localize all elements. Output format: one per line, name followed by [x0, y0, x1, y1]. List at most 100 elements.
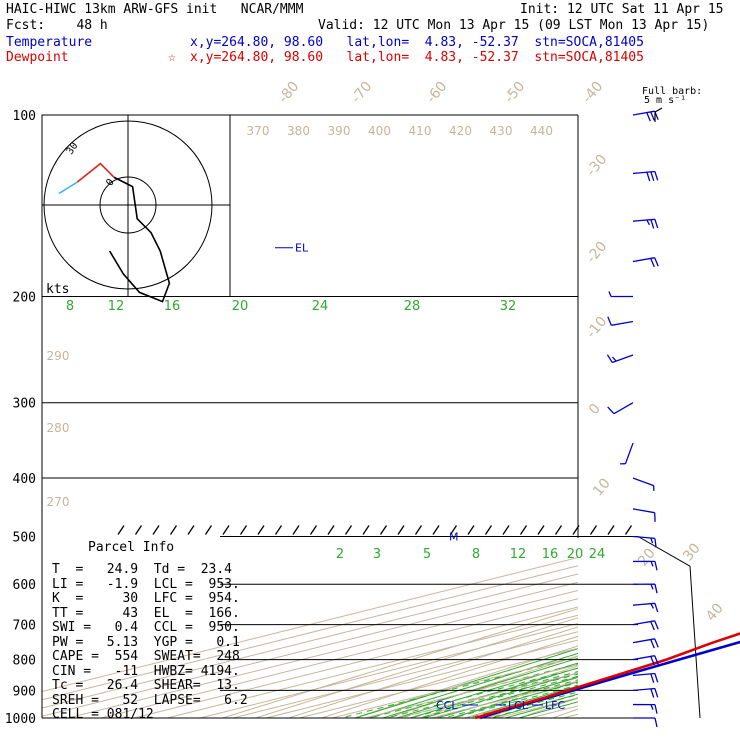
- theta-label: 290: [47, 349, 70, 363]
- wind-barb-flag: [650, 656, 655, 666]
- mixing-ratio-label: 28: [404, 299, 421, 314]
- wind-barb-flag: [607, 316, 612, 326]
- wind-barb-flag: [654, 673, 659, 683]
- wind-barb-flag: [650, 688, 655, 698]
- dewpoint-legend: Dewpoint: [6, 50, 69, 65]
- hatch-mark: [152, 525, 160, 535]
- mixing-ratio-label: 32: [500, 299, 517, 314]
- hatch-mark: [344, 525, 353, 535]
- hatch-mark: [274, 525, 283, 535]
- mixing-ratio-label: 8: [472, 547, 480, 562]
- isotherm: [66, 590, 578, 718]
- wind-barb-staff: [632, 477, 654, 487]
- hatch-mark: [292, 525, 300, 535]
- isotherm-label: -50: [501, 79, 528, 107]
- sounding-series: EL M CCL LCL LFC: [275, 242, 740, 720]
- wind-barb-flag: [654, 584, 658, 594]
- pressure-tick-label: 600: [13, 578, 36, 593]
- lcl-annotation: LCL: [508, 699, 529, 712]
- hatch-mark: [624, 525, 633, 535]
- wind-barb-flag: [654, 561, 658, 571]
- mixing-ratio-line: [477, 691, 578, 718]
- parcel-row: K = 30 LFC = 954.: [52, 591, 240, 606]
- dry-adiabat: [220, 608, 578, 718]
- wind-barb: [632, 508, 656, 522]
- hatch-mark: [204, 525, 213, 535]
- mixing-ratio-line: [465, 688, 578, 718]
- isotherm-label: -80: [275, 79, 302, 107]
- dry-adiabat: [583, 115, 740, 731]
- theta-label: 430: [490, 124, 513, 138]
- theta-label: 410: [409, 124, 432, 138]
- isotherm-label: -30: [583, 152, 610, 180]
- wind-barb-flag: [650, 621, 655, 631]
- pressure-tick-label: 500: [13, 531, 36, 546]
- isotherm-label: -70: [348, 79, 375, 107]
- dewpoint-station-info: x,y=264.80, 98.60 lat,lon= 4.83, -52.37 …: [190, 50, 644, 65]
- moist-adiabat: [435, 676, 578, 718]
- wind-barb: [632, 560, 658, 571]
- temperature-legend: Temperature: [6, 35, 93, 50]
- moist-adiabat: [394, 662, 578, 718]
- theta-label: 370: [247, 124, 270, 138]
- barb-legend-title: Full barb:: [642, 86, 703, 97]
- hatch-mark: [432, 525, 440, 535]
- dry-adiabat: [684, 115, 740, 731]
- parcel-row: T = 24.9 Td = 23.4: [52, 562, 233, 577]
- forecast-hour: Fcst: 48 h: [6, 18, 108, 33]
- hatch-mark: [379, 525, 388, 535]
- parcel-row: CIN = -11 HWBZ= 4194.: [52, 663, 240, 679]
- pressure-tick-label: 1000: [5, 712, 36, 727]
- wind-barb: [632, 535, 657, 548]
- dewpoint-profile-line: [474, 632, 740, 720]
- wind-barb: [632, 687, 659, 698]
- dry-adiabat: [518, 697, 578, 718]
- moist-adiabat: [353, 648, 578, 718]
- hodograph: [41, 114, 231, 303]
- wind-barb-flag: [607, 406, 615, 415]
- init-time: Init: 12 UTC Sat 11 Apr 15: [520, 2, 724, 17]
- parcel-info-title: Parcel Info: [88, 540, 175, 555]
- mixing-ratio-label: 12: [510, 547, 527, 562]
- dry-adiabat: [485, 686, 578, 718]
- mixing-ratio-label: 2: [336, 547, 344, 562]
- wind-barb-flag: [646, 172, 651, 182]
- moist-adiabat: [367, 652, 578, 718]
- dry-adiabat: [386, 655, 578, 718]
- parcel-row: PW = 5.13 YGP = 0.1: [52, 634, 240, 650]
- hatch-mark: [519, 525, 528, 535]
- hatch-mark: [449, 525, 458, 535]
- moist-adiabat: [476, 689, 578, 718]
- wind-barb-flag: [654, 603, 659, 613]
- isotherm: [330, 656, 578, 718]
- isotherm: [42, 565, 578, 701]
- isotherms: [42, 557, 578, 718]
- wind-barb: [632, 620, 659, 631]
- dry-adiabats: [220, 115, 740, 731]
- wind-barb-flag: [646, 112, 651, 122]
- moist-adiabat: [449, 681, 578, 718]
- theta-label: 270: [47, 495, 70, 509]
- hatch-mark: [467, 525, 475, 535]
- pressure-tick-label: 700: [13, 619, 36, 634]
- wind-barb-flag: [650, 111, 655, 121]
- wind-barb: [607, 316, 634, 326]
- hatch-mark: [397, 525, 405, 535]
- parcel-row: CAPE = 554 SWEAT= 248: [52, 649, 240, 664]
- parcel-row: LI = -1.9 LCL = 953.: [52, 576, 240, 592]
- hatch-mark: [134, 525, 143, 535]
- wind-barb: [632, 638, 659, 649]
- ccl-annotation: CCL: [436, 699, 458, 712]
- wind-barb: [632, 602, 659, 613]
- isotherm: [132, 606, 578, 718]
- hodograph-trace-upper: [108, 176, 171, 303]
- temperature-station-info: x,y=264.80, 98.60 lat,lon= 4.83, -52.37 …: [190, 35, 644, 50]
- dry-adiabat: [319, 635, 578, 718]
- isotherm: [495, 697, 578, 718]
- mixing-ratio-label: 24: [589, 547, 606, 562]
- isotherm-label: 30: [680, 540, 704, 564]
- isotherm: [198, 623, 578, 718]
- mixing-ratio-label: 8: [66, 299, 74, 314]
- hatch-mark: [607, 525, 615, 535]
- isotherm-label: 10: [590, 475, 614, 499]
